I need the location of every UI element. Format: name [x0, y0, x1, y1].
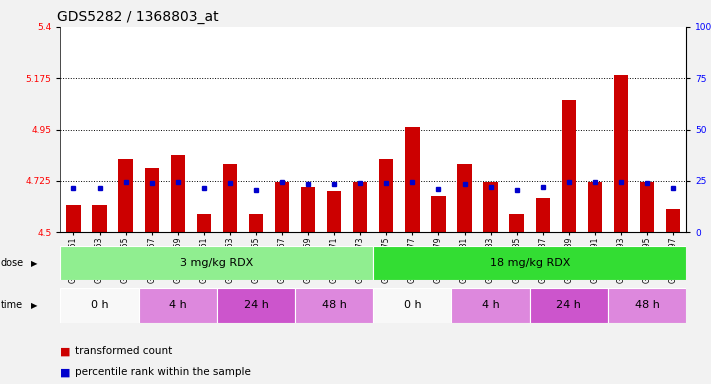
- Bar: [535, 198, 550, 232]
- Text: 18 mg/kg RDX: 18 mg/kg RDX: [489, 258, 570, 268]
- Text: 4 h: 4 h: [482, 300, 499, 310]
- Bar: [223, 164, 237, 232]
- Bar: [353, 182, 368, 232]
- Text: transformed count: transformed count: [75, 346, 172, 356]
- Bar: [119, 159, 133, 232]
- Bar: [275, 182, 289, 232]
- Bar: [217, 288, 295, 323]
- Text: 4 h: 4 h: [169, 300, 186, 310]
- Bar: [379, 159, 393, 232]
- Text: GDS5282 / 1368803_at: GDS5282 / 1368803_at: [57, 10, 218, 23]
- Text: 24 h: 24 h: [244, 300, 268, 310]
- Bar: [373, 288, 451, 323]
- Bar: [457, 164, 471, 232]
- Bar: [405, 127, 419, 232]
- Bar: [483, 182, 498, 232]
- Text: 48 h: 48 h: [322, 300, 346, 310]
- Bar: [666, 210, 680, 232]
- Text: 24 h: 24 h: [557, 300, 581, 310]
- Text: 3 mg/kg RDX: 3 mg/kg RDX: [180, 258, 254, 268]
- Bar: [144, 169, 159, 232]
- Bar: [373, 246, 686, 280]
- Bar: [451, 288, 530, 323]
- Text: ■: ■: [60, 367, 71, 377]
- Bar: [530, 288, 608, 323]
- Bar: [327, 191, 341, 232]
- Text: dose: dose: [1, 258, 24, 268]
- Bar: [432, 196, 446, 232]
- Text: 0 h: 0 h: [404, 300, 421, 310]
- Text: 48 h: 48 h: [635, 300, 659, 310]
- Text: ▶: ▶: [31, 258, 38, 268]
- Bar: [171, 155, 185, 232]
- Text: ■: ■: [60, 346, 71, 356]
- Text: ▶: ▶: [31, 301, 38, 310]
- Bar: [92, 205, 107, 232]
- Bar: [139, 288, 217, 323]
- Bar: [640, 182, 654, 232]
- Bar: [66, 205, 80, 232]
- Bar: [562, 100, 576, 232]
- Bar: [197, 214, 211, 232]
- Text: time: time: [1, 300, 23, 310]
- Bar: [249, 214, 263, 232]
- Bar: [614, 75, 628, 232]
- Text: percentile rank within the sample: percentile rank within the sample: [75, 367, 250, 377]
- Bar: [588, 182, 602, 232]
- Bar: [301, 187, 315, 232]
- Text: 0 h: 0 h: [91, 300, 108, 310]
- Bar: [510, 214, 524, 232]
- Bar: [60, 246, 373, 280]
- Bar: [295, 288, 373, 323]
- Bar: [608, 288, 686, 323]
- Bar: [60, 288, 139, 323]
